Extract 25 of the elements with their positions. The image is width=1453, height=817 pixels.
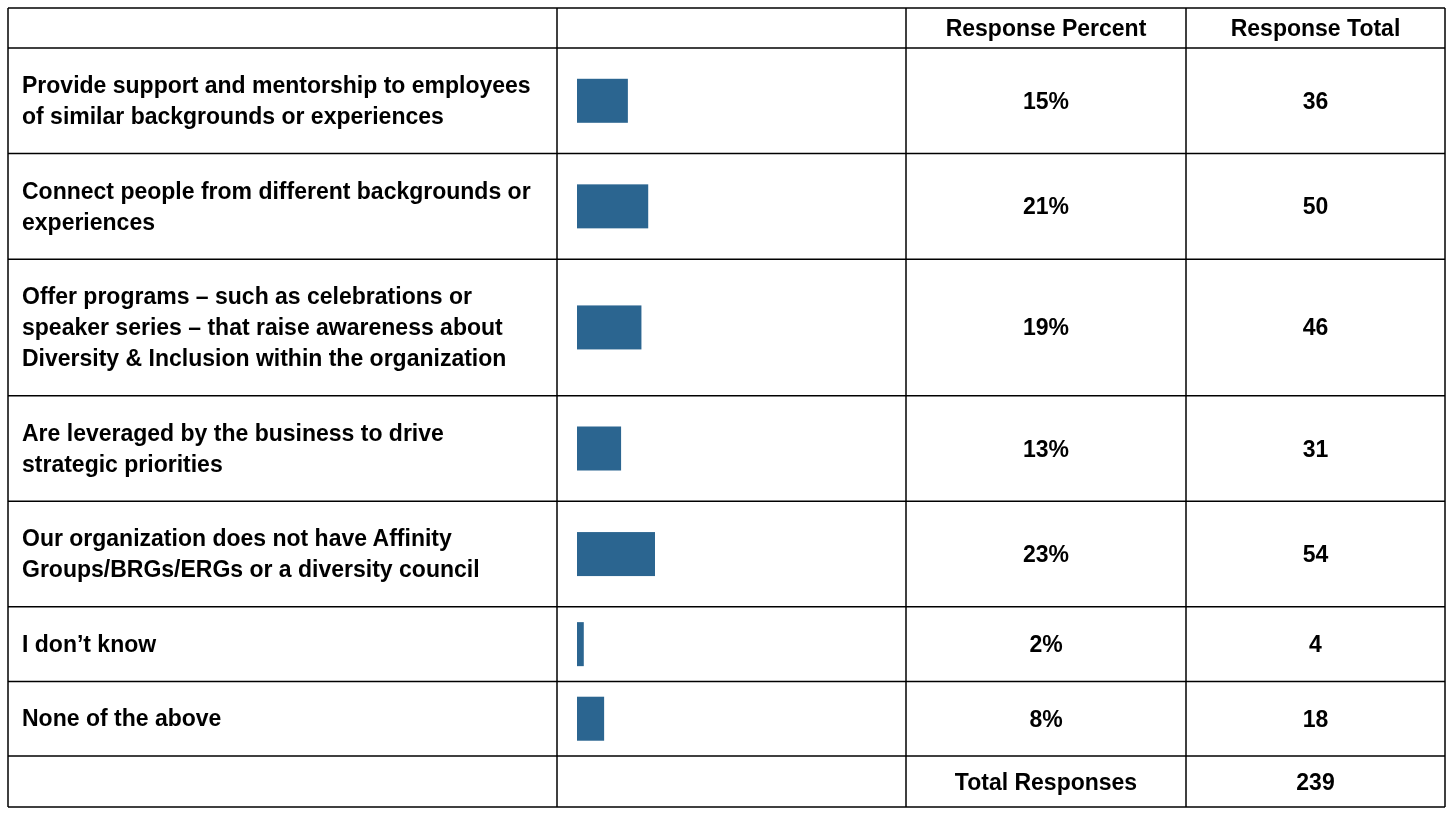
text: Response Percent (945, 15, 1147, 41)
text: 54 (1302, 541, 1329, 568)
text: 239 (1296, 768, 1335, 795)
y-tick-label: Offer programs – such as celebrations or speaker series – that raise awareness about Diversity & Inclusion within the organization (22, 283, 507, 372)
text: Total Responses (954, 768, 1138, 795)
text: 18 (1302, 705, 1329, 732)
y-tick-label: None of the above (22, 705, 222, 732)
y-tick-label: Our organization does not have Affinity Groups/BRGs/ERGs or a diversity council (22, 525, 480, 583)
y-tick-label: Connect people from different backgrounds or experiences (22, 177, 531, 235)
text: 31 (1302, 435, 1329, 462)
data-label: 19% (1022, 314, 1070, 341)
y-tick-label: Provide support and mentorship to employees of similar backgrounds or experiences (22, 72, 531, 130)
data-label: 8% (1029, 705, 1063, 732)
data-label: 13% (1022, 435, 1070, 462)
y-tick-label: Are leveraged by the business to drive strategic priorities (22, 419, 444, 477)
text: Response Total (1230, 15, 1401, 41)
data-label: 2% (1029, 631, 1063, 658)
y-tick-label: I don’t know (22, 630, 157, 657)
text: 36 (1302, 87, 1329, 114)
data-label: 15% (1022, 87, 1070, 114)
data-label: 23% (1022, 541, 1070, 568)
data-label: 21% (1022, 193, 1070, 220)
text: 4 (1309, 631, 1323, 658)
text: 46 (1302, 314, 1329, 341)
text: 50 (1302, 193, 1329, 220)
